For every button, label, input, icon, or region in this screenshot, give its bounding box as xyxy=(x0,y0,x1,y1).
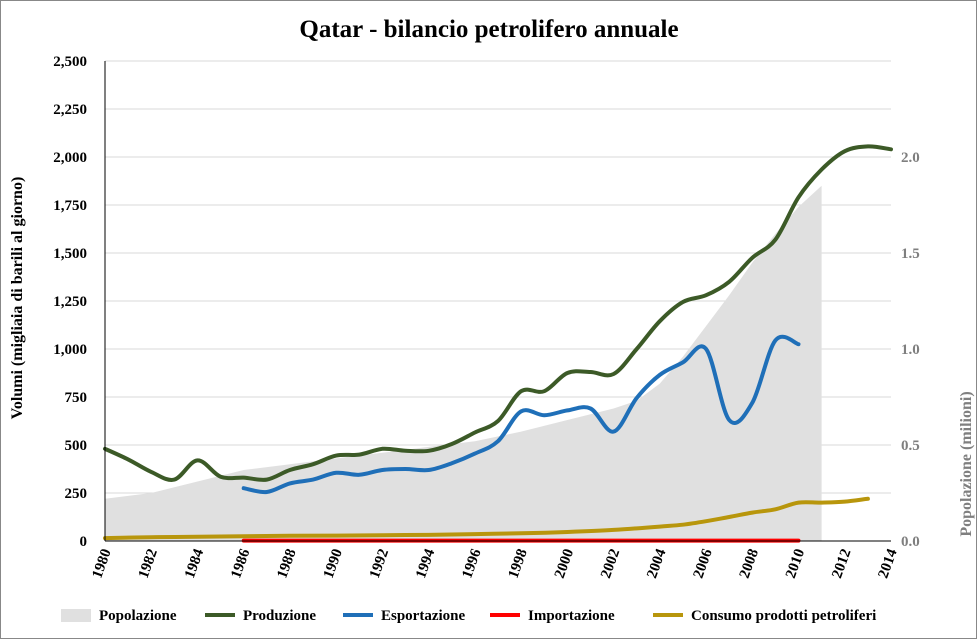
x-tick-label: 1982 xyxy=(136,547,161,581)
x-tick-label: 1986 xyxy=(228,546,253,580)
x-tick-label: 1990 xyxy=(321,547,346,581)
y2-tick-label: 1.5 xyxy=(901,246,920,262)
x-tick-label: 2010 xyxy=(783,547,808,581)
y-tick-label: 2,250 xyxy=(53,102,87,118)
axes xyxy=(104,61,891,542)
chart-title: Qatar - bilancio petrolifero annuale xyxy=(299,16,678,43)
legend-label-importazione: Importazione xyxy=(528,608,615,624)
x-tick-label: 2004 xyxy=(644,546,669,580)
y2-tick-label: 0.0 xyxy=(901,534,920,550)
legend: Popolazione Produzione Esportazione Importa… xyxy=(61,608,876,624)
y-axis-tick-labels: 0 250 500 750 1,000 1,250 1,500 1,750 2,000 2,250… xyxy=(53,54,87,550)
y-tick-label: 2,000 xyxy=(53,150,87,166)
series-line-produzione xyxy=(103,144,893,482)
y-tick-label: 1,750 xyxy=(53,198,87,214)
y2-axis-tick-labels: 0.0 0.5 1.0 1.5 2.0 xyxy=(901,150,920,550)
x-tick-label: 1984 xyxy=(182,546,207,580)
y-tick-label: 1,000 xyxy=(53,342,87,358)
area-layer xyxy=(105,185,822,542)
legend-label-popolazione: Popolazione xyxy=(99,608,177,624)
y-tick-label: 500 xyxy=(65,438,88,454)
x-tick-label: 1998 xyxy=(506,547,531,581)
legend-swatch-popolazione xyxy=(61,609,91,622)
y2-tick-label: 0.5 xyxy=(901,438,920,454)
y-tick-label: 2,500 xyxy=(53,54,87,70)
legend-label-produzione: Produzione xyxy=(243,608,316,624)
series-line-consumo-prodotti-petroliferi xyxy=(103,496,870,541)
x-tick-label: 2014 xyxy=(875,546,900,580)
x-tick-label: 2006 xyxy=(691,546,716,580)
y2-tick-label: 1.0 xyxy=(901,342,920,358)
x-axis-tick-labels: 1980 1982 1984 1986 1988 1990 1992 1994 1996 1998… xyxy=(89,546,900,580)
legend-label-esportazione: Esportazione xyxy=(381,608,466,624)
y2-tick-label: 2.0 xyxy=(901,150,920,166)
series-area-popolazione xyxy=(105,185,822,542)
y-tick-label: 0 xyxy=(80,534,88,550)
x-tick-label: 1994 xyxy=(413,546,438,580)
y-tick-label: 1,250 xyxy=(53,294,87,310)
x-tick-label: 1980 xyxy=(89,547,114,581)
x-tick-label: 2008 xyxy=(737,547,762,581)
x-tick-label: 1996 xyxy=(459,546,484,580)
y-tick-label: 1,500 xyxy=(53,246,87,262)
y-axis-label: Volumi (migliaia di barili al giorno) xyxy=(9,177,26,420)
x-tick-label: 1988 xyxy=(274,547,299,581)
legend-label-consumo-prodotti-petroliferi: Consumo prodotti petroliferi xyxy=(691,608,876,624)
y2-axis-label: Popolazione (milioni) xyxy=(958,391,975,536)
x-tick-label: 2012 xyxy=(829,547,854,581)
x-tick-label: 2002 xyxy=(598,547,623,581)
y-tick-label: 250 xyxy=(65,486,88,502)
y-tick-label: 750 xyxy=(65,390,88,406)
x-tick-label: 1992 xyxy=(367,547,392,581)
x-tick-label: 2000 xyxy=(552,547,577,581)
series-line-esportazione xyxy=(241,334,801,495)
